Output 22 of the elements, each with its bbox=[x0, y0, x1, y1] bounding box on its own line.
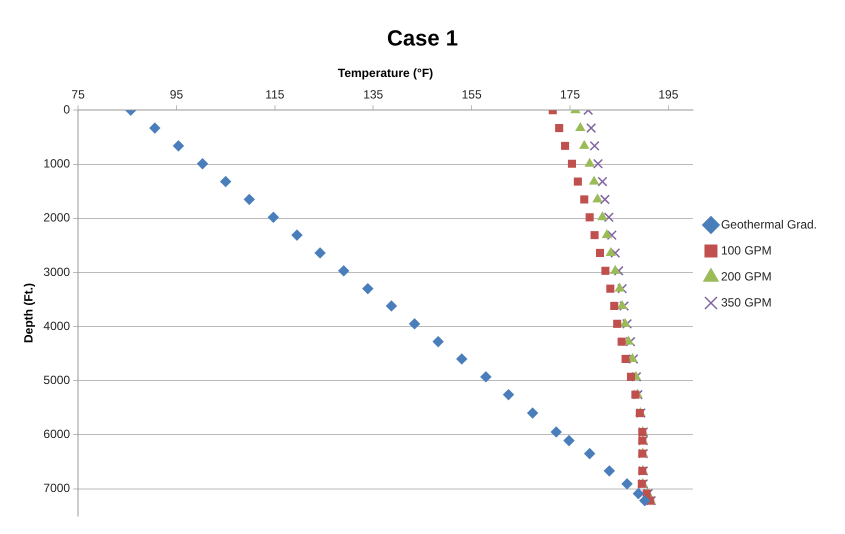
x-axis-title: Temperature (°F) bbox=[338, 66, 434, 80]
y-tick-label: 3000 bbox=[43, 264, 70, 279]
x-tick-label: 115 bbox=[265, 87, 285, 102]
chart-title: Case 1 bbox=[387, 25, 458, 50]
y-tick-label: 4000 bbox=[43, 318, 70, 333]
y-tick-label: 6000 bbox=[43, 426, 70, 441]
legend-label: 200 GPM bbox=[720, 269, 772, 284]
y-tick-label: 1000 bbox=[43, 156, 70, 171]
legend-label: 100 GPM bbox=[720, 243, 772, 258]
x-tick-label: 135 bbox=[363, 87, 384, 102]
y-tick-label: 2000 bbox=[43, 210, 70, 225]
x-tick-label: 155 bbox=[462, 87, 482, 102]
x-tick-label: 175 bbox=[560, 87, 580, 102]
y-tick-label: 0 bbox=[63, 102, 70, 117]
x-tick-label: 195 bbox=[658, 87, 679, 102]
y-tick-label: 5000 bbox=[43, 372, 70, 387]
legend-label: 350 GPM bbox=[720, 295, 772, 310]
legend-label: Geothermal Grad. bbox=[720, 217, 818, 232]
y-tick-label: 7000 bbox=[43, 481, 70, 496]
x-tick-label: 75 bbox=[71, 87, 86, 102]
x-tick-label: 95 bbox=[170, 87, 184, 102]
y-axis-title: Depth (Ft.) bbox=[22, 283, 36, 343]
